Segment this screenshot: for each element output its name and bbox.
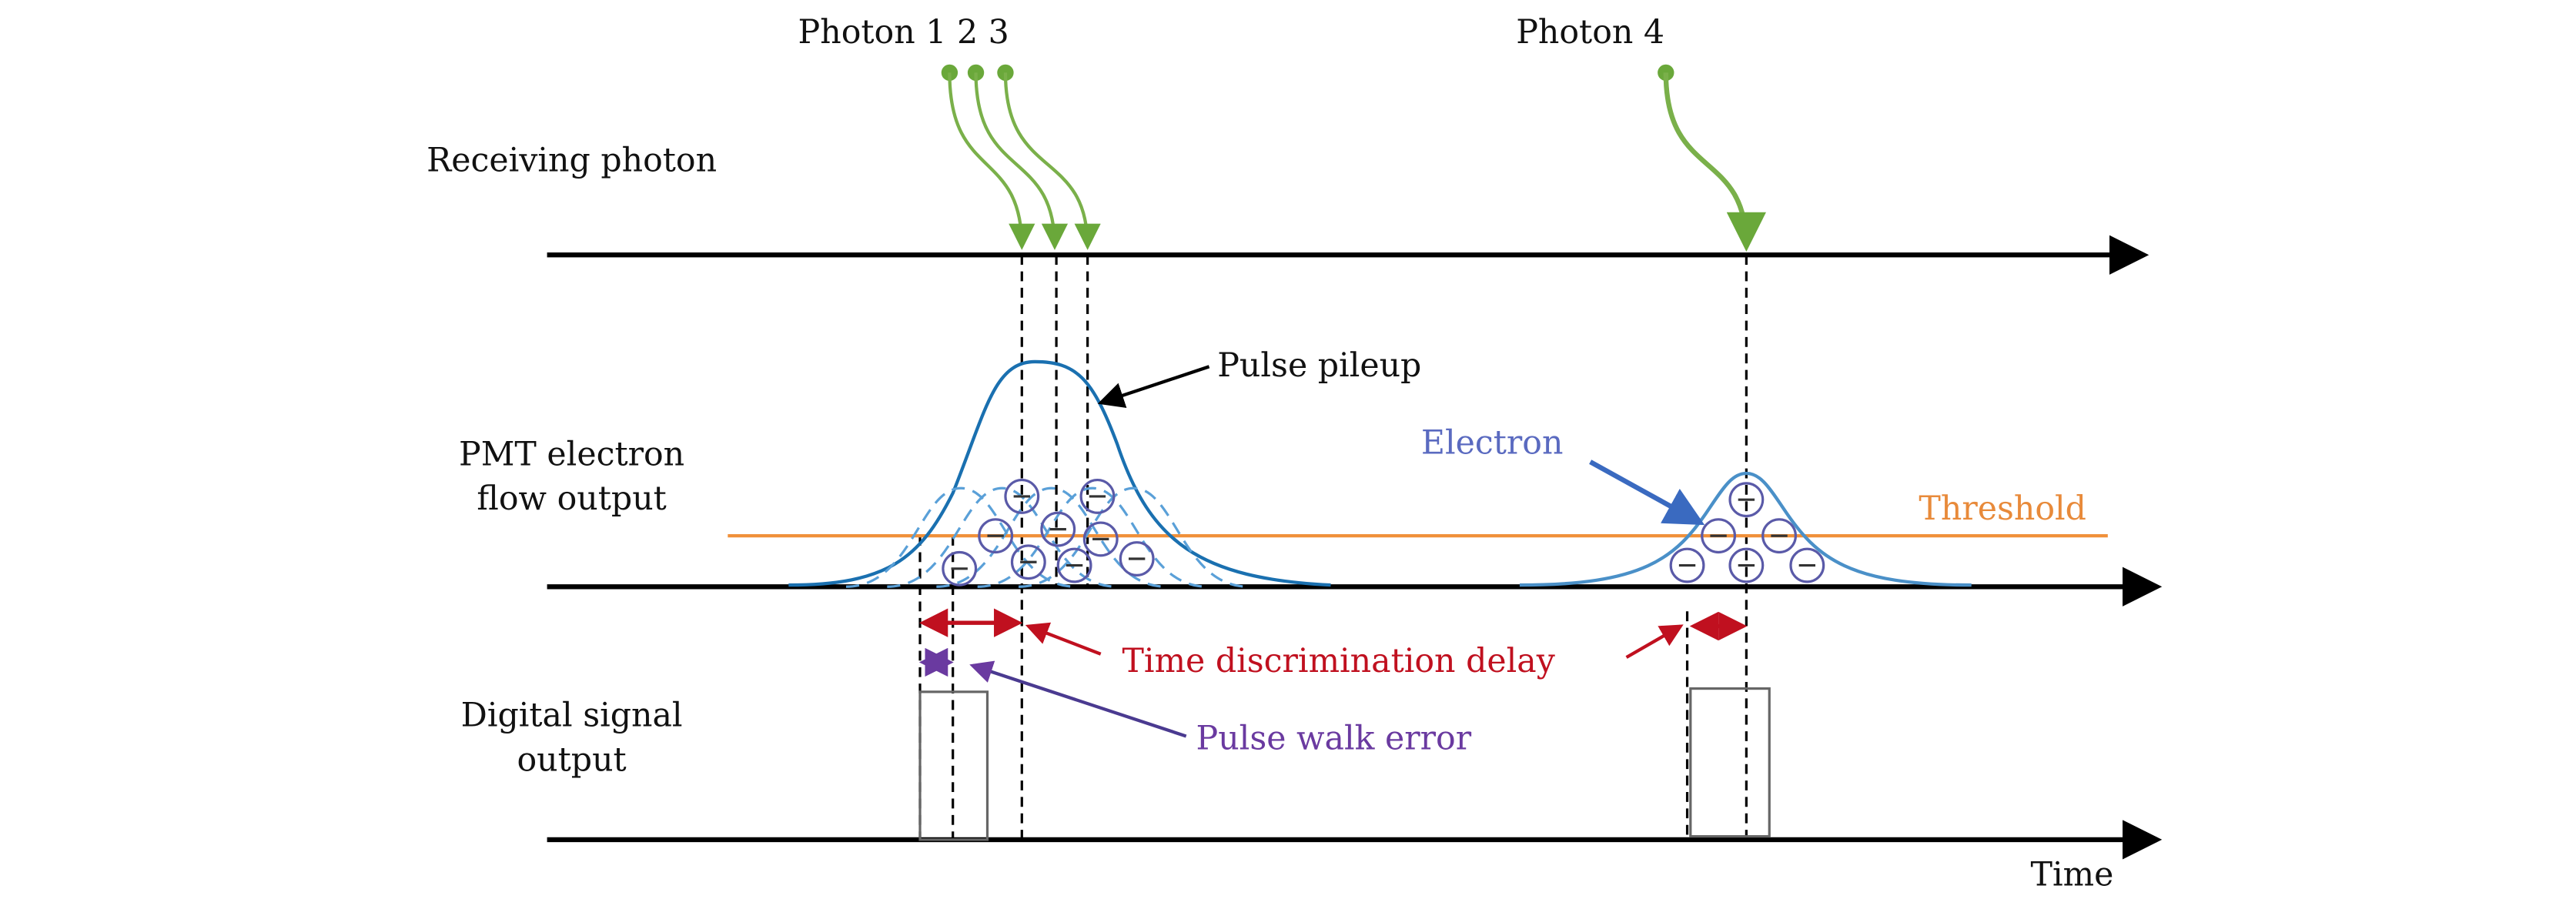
electron (1004, 478, 1040, 514)
pulses (788, 359, 1972, 588)
annotation-arrows (918, 365, 1748, 738)
electron (1079, 478, 1116, 514)
axes (547, 235, 2163, 860)
electron (1728, 482, 1765, 518)
photon-single-label: Photon 4 (1516, 13, 1664, 52)
electron (1761, 518, 1797, 554)
pulse-pileup-label: Pulse pileup (1217, 346, 1421, 385)
single-pulse (936, 486, 1167, 588)
photon-paths (941, 64, 1766, 252)
electron-label: Electron (1421, 423, 1564, 462)
single-pulse (977, 486, 1208, 588)
single-pulse (845, 486, 1076, 588)
digital-pulses (918, 687, 1771, 841)
row-label: output (517, 740, 626, 779)
electron (978, 518, 1014, 554)
electron (1056, 547, 1092, 583)
row-label: Digital signal (461, 697, 683, 735)
electron (1010, 544, 1046, 580)
electron (1040, 511, 1076, 547)
electron (1082, 521, 1119, 557)
axis-label: Time (2031, 856, 2114, 894)
threshold-label: Threshold (1919, 490, 2086, 528)
row-label: PMT electron (459, 435, 684, 473)
row-label: Receiving photon (427, 141, 717, 179)
walk-error-label: Pulse walk error (1196, 720, 1472, 758)
electron (942, 550, 978, 587)
electron (1789, 547, 1825, 583)
electron (1669, 547, 1705, 583)
delay-label: Time discrimination delay (1122, 642, 1554, 680)
electrons (942, 478, 1825, 587)
single-pulse (887, 486, 1118, 588)
electron (1728, 547, 1765, 583)
electron (1119, 541, 1155, 576)
electron (1701, 518, 1737, 554)
single-pulse (1019, 486, 1249, 588)
row-label: flow output (477, 480, 666, 518)
photon-group-label: Photon 1 2 3 (798, 13, 1009, 52)
